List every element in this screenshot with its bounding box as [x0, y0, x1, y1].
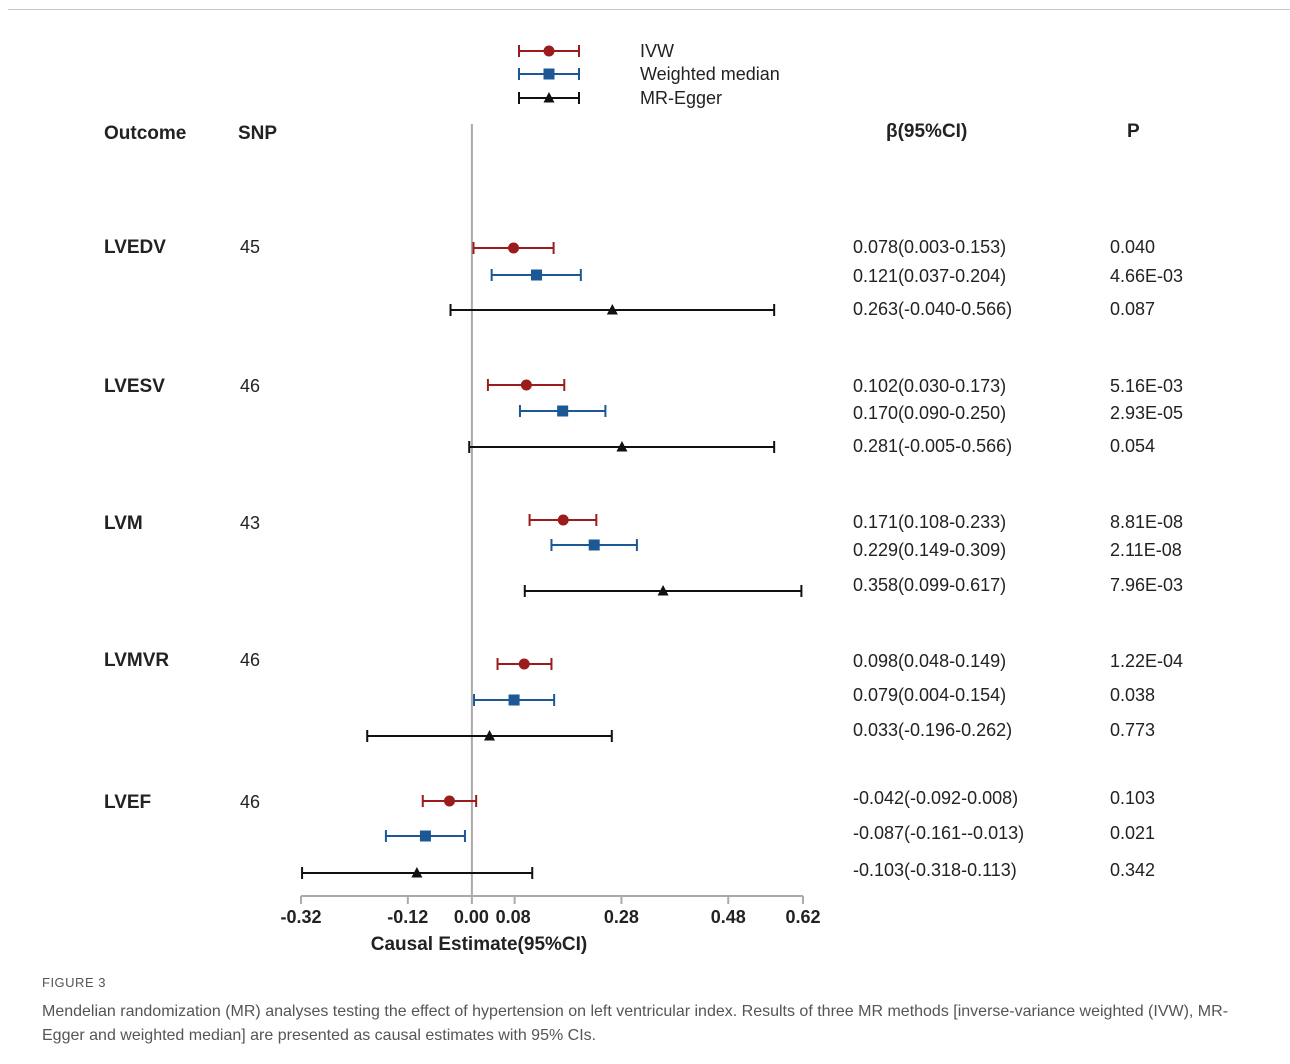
legend-mr-egger-label: MR-Egger [640, 88, 722, 108]
lvm-mr-egger-ci-text: 0.358(0.099-0.617) [853, 575, 1006, 595]
lvef-mr-egger-point [411, 867, 423, 878]
top-divider [8, 9, 1290, 10]
forest-plot: IVW Weighted median MR-Egger Outcome SNP β(9… [104, 41, 1183, 955]
outcome-label-lvm: LVM [104, 513, 143, 534]
legend: IVW Weighted median MR-Egger [518, 41, 780, 108]
lvesv-mr-egger-p-value: 0.054 [1110, 436, 1155, 456]
lvef-mr-egger-ci-text: -0.103(-0.318-0.113) [853, 860, 1017, 880]
lvef-weighted-median-p-value: 0.021 [1110, 823, 1155, 843]
lvedv-mr-egger-p-value: 0.087 [1110, 299, 1155, 319]
snp-count-lvesv: 46 [240, 376, 260, 396]
lvmvr-weighted-median-p-value: 0.038 [1110, 685, 1155, 705]
snp-count-lvm: 43 [240, 513, 260, 533]
x-tick-label: -0.32 [280, 907, 321, 927]
lvesv-mr-egger-ci-text: 0.281(-0.005-0.566) [853, 436, 1012, 456]
figure-caption: FIGURE 3 Mendelian randomization (MR) an… [42, 975, 1262, 1048]
lvedv-weighted-median-p-value: 4.66E-03 [1110, 266, 1183, 286]
legend-mr-egger-marker [543, 92, 555, 103]
lvmvr-mr-egger-point [484, 730, 496, 741]
x-axis-title: Causal Estimate(95%CI) [371, 934, 587, 955]
figure-label: FIGURE 3 [42, 975, 106, 990]
lvmvr-ivw-p-value: 1.22E-04 [1110, 651, 1183, 671]
lvedv-ivw-ci-text: 0.078(0.003-0.153) [853, 237, 1006, 257]
x-tick-label: 0.48 [711, 907, 746, 927]
lvesv-weighted-median-p-value: 2.93E-05 [1110, 403, 1183, 423]
lvedv-ivw-point [508, 242, 520, 254]
lvm-ivw-p-value: 8.81E-08 [1110, 512, 1183, 532]
legend-ivw-marker [543, 45, 555, 57]
lvm-ivw-point [557, 514, 569, 526]
header-p: P [1127, 121, 1140, 142]
lvm-weighted-median-ci-text: 0.229(0.149-0.309) [853, 540, 1006, 560]
lvef-ivw-ci-text: -0.042(-0.092-0.008) [853, 788, 1018, 808]
header-snp: SNP [238, 123, 277, 144]
outcome-label-lvmvr: LVMVR [104, 650, 169, 671]
outcome-label-lvesv: LVESV [104, 376, 165, 397]
lvmvr-ivw-point [518, 658, 530, 670]
lvmvr-mr-egger-ci-text: 0.033(-0.196-0.262) [853, 720, 1012, 740]
outcome-label-lvedv: LVEDV [104, 237, 166, 258]
lvedv-mr-egger-point [606, 304, 618, 315]
x-tick-label: 0.62 [785, 907, 820, 927]
header-outcome: Outcome [104, 123, 186, 144]
lvesv-ivw-p-value: 5.16E-03 [1110, 376, 1183, 396]
lvesv-weighted-median-point [557, 405, 569, 417]
lvmvr-mr-egger-p-value: 0.773 [1110, 720, 1155, 740]
lvm-mr-egger-point [657, 585, 669, 596]
x-axis: -0.32 -0.12 0.00 0.08 0.28 0.48 0.62 Causal Est… [280, 124, 821, 955]
lvef-weighted-median-point [419, 830, 431, 842]
legend-weighted-median-label: Weighted median [640, 64, 780, 84]
lvef-weighted-median-ci-text: -0.087(-0.161--0.013) [853, 823, 1024, 843]
legend-weighted-median-marker [543, 68, 555, 80]
lvm-ivw-ci-text: 0.171(0.108-0.233) [853, 512, 1006, 532]
snp-count-lvmvr: 46 [240, 650, 260, 670]
outcome-label-lvef: LVEF [104, 792, 151, 813]
x-tick-label: 0.28 [604, 907, 639, 927]
header-beta: β(95%CI) [886, 121, 967, 142]
lvedv-weighted-median-ci-text: 0.121(0.037-0.204) [853, 266, 1006, 286]
x-tick-label: 0.08 [496, 907, 531, 927]
lvmvr-ivw-ci-text: 0.098(0.048-0.149) [853, 651, 1006, 671]
lvmvr-weighted-median-point [508, 694, 520, 706]
figure-caption-text: Mendelian randomization (MR) analyses te… [42, 1003, 1229, 1044]
lvesv-weighted-median-ci-text: 0.170(0.090-0.250) [853, 403, 1006, 423]
x-tick-label: -0.12 [387, 907, 428, 927]
lvm-weighted-median-point [588, 539, 600, 551]
lvef-ivw-point [443, 795, 455, 807]
lvef-ivw-p-value: 0.103 [1110, 788, 1155, 808]
snp-count-lvedv: 45 [240, 237, 260, 257]
legend-ivw-label: IVW [640, 41, 674, 61]
lvesv-mr-egger-point [616, 441, 628, 452]
lvedv-mr-egger-ci-text: 0.263(-0.040-0.566) [853, 299, 1012, 319]
lvedv-ivw-p-value: 0.040 [1110, 237, 1155, 257]
forest-rows: LVEDV 45 0.078(0.003-0.153) 0.040 0.121(0.03… [104, 237, 1183, 880]
lvesv-ivw-point [520, 379, 532, 391]
lvm-mr-egger-p-value: 7.96E-03 [1110, 575, 1183, 595]
lvedv-weighted-median-point [531, 269, 543, 281]
lvmvr-weighted-median-ci-text: 0.079(0.004-0.154) [853, 685, 1006, 705]
column-headers: Outcome SNP β(95%CI) P [104, 121, 1140, 144]
lvesv-ivw-ci-text: 0.102(0.030-0.173) [853, 376, 1006, 396]
lvef-mr-egger-p-value: 0.342 [1110, 860, 1155, 880]
lvm-weighted-median-p-value: 2.11E-08 [1110, 540, 1182, 560]
snp-count-lvef: 46 [240, 792, 260, 812]
x-tick-label: 0.00 [454, 907, 489, 927]
